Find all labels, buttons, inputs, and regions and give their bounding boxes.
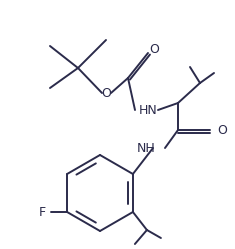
Text: O: O: [101, 86, 111, 100]
Text: O: O: [217, 124, 227, 136]
Text: NH: NH: [136, 141, 155, 154]
Text: O: O: [149, 43, 159, 56]
Text: F: F: [39, 205, 46, 219]
Text: HN: HN: [139, 104, 157, 117]
